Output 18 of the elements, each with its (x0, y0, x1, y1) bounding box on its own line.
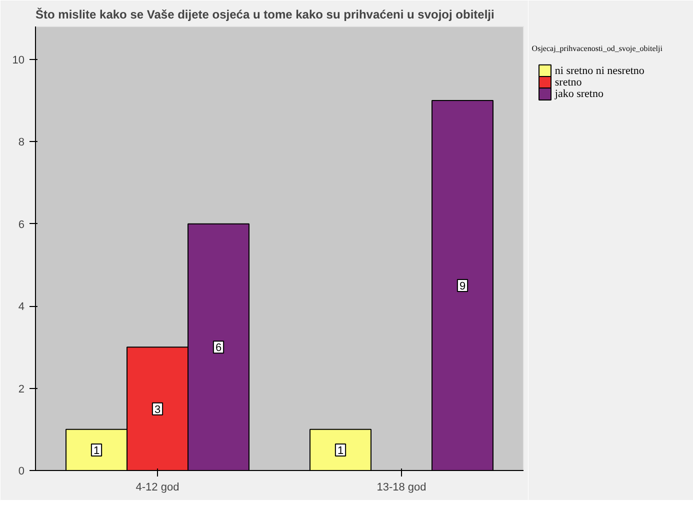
y-tick-label: 8 (18, 136, 25, 149)
y-tick-label: 10 (12, 54, 25, 66)
y-tick-label: 4 (18, 301, 25, 314)
data-label: 6 (215, 342, 222, 354)
legend-label: sretno (554, 76, 582, 88)
data-label: 1 (93, 444, 100, 457)
data-label: 9 (459, 280, 466, 292)
legend-label: jako sretno (554, 88, 604, 100)
y-tick-label: 0 (18, 466, 25, 478)
y-tick-label: 6 (18, 218, 25, 231)
x-tick-label: 4-12 god (136, 482, 180, 494)
data-label: 1 (337, 444, 344, 457)
y-tick-label: 2 (18, 383, 25, 396)
x-tick-label: 13-18 god (376, 482, 426, 494)
legend-title: Osjecaj_prihvacenosti_od_svoje_obitelji (532, 44, 664, 54)
chart-title: Što mislite kako se Vaše dijete osjeća u tome kako su prihvaćeni u svojoj obitelji (36, 8, 494, 22)
legend-label: ni sretno ni nesretno (554, 64, 645, 77)
data-label: 3 (154, 404, 161, 416)
